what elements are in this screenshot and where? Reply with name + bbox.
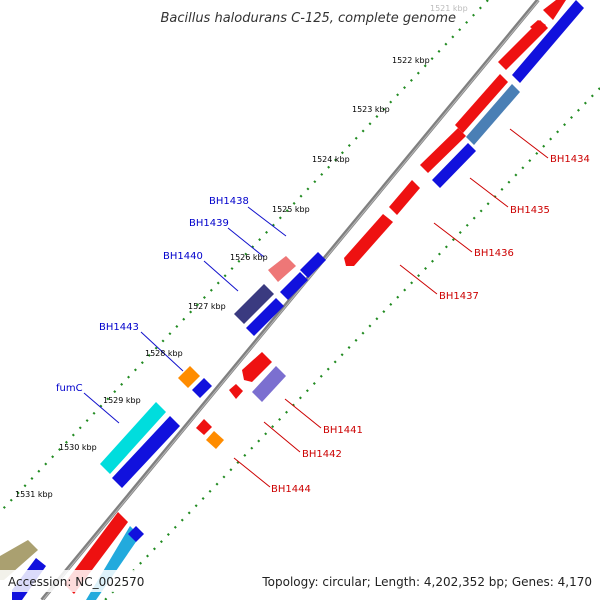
tick-label: 1525 kbp [272,205,310,214]
genome-backbone [40,0,540,600]
label-bh1435[interactable]: BH1435 [510,205,550,216]
leader-bh1444 [233,457,271,488]
label-bh1438[interactable]: BH1438 [209,196,249,207]
gene-bh1435-red [420,128,466,173]
leader-bh1441 [284,398,322,429]
tick-label: 1521 kbp [430,4,468,13]
label-bh1437[interactable]: BH1437 [439,291,479,302]
genome-title: Bacillus halodurans C-125, complete geno… [160,11,456,26]
label-bh1442[interactable]: BH1442 [302,449,342,460]
tick-label: 1527 kbp [188,302,226,311]
label-bh1434[interactable]: BH1434 [550,154,590,165]
leader-bh1438 [247,206,287,237]
leader-fumc [83,392,120,424]
gene-bottom-blue-small [128,526,144,542]
label-bh1441[interactable]: BH1441 [323,425,363,436]
label-bh1444[interactable]: BH1444 [271,484,311,495]
tick-label: 1528 kbp [145,349,183,358]
tick-label: 1522 kbp [392,56,430,65]
gene-bh1440[interactable] [234,284,274,324]
tick-label: 1526 kbp [230,253,268,262]
gene-bh1438[interactable] [268,256,296,282]
reverse-strand-genes [64,0,584,600]
forward-gene-labels: BH1438 BH1439 BH1440 BH1443 fumC [56,196,249,394]
genome-summary-text: Topology: circular; Length: 4,202,352 bp… [261,575,592,589]
gene-bh1441-lilac[interactable] [252,366,286,402]
tick-label: 1531 kbp [15,490,53,499]
gene-bh1439[interactable] [280,272,308,300]
label-fumc[interactable]: fumC [56,383,83,394]
leader-bh1442 [263,421,301,453]
gene-bh1436[interactable] [389,180,420,215]
leader-bh1435 [469,177,509,208]
tick-labels: 1521 kbp 1522 kbp 1523 kbp 1524 kbp 1525… [15,4,468,499]
gene-top-red-3 [498,20,548,70]
tick-label: 1523 kbp [352,105,390,114]
tick-label: 1530 kbp [59,443,97,452]
gene-bh1440-blue [246,298,284,336]
gene-bh1442-red-2 [196,419,212,435]
gene-bh1434[interactable] [466,84,520,145]
gene-top-red-1 [543,0,566,20]
backbone-highlight [42,0,540,600]
label-bh1439[interactable]: BH1439 [189,218,229,229]
gene-bh1437[interactable] [344,214,393,266]
leader-bh1437 [399,264,438,295]
gene-bh1441[interactable] [242,352,272,382]
label-bh1440[interactable]: BH1440 [163,251,203,262]
accession-text: Accession: NC_002570 [8,575,144,589]
gene-fumc[interactable] [100,402,166,474]
gene-bh1444[interactable] [206,431,224,449]
reverse-gene-labels: BH1434 BH1435 BH1436 BH1437 BH1441 BH144… [271,154,590,495]
gene-top-blue [512,0,584,83]
tick-label: 1529 kbp [103,396,141,405]
leader-bh1439 [227,227,265,258]
gene-bh1442[interactable] [229,384,243,399]
forward-leader-lines [83,206,287,424]
gene-bh1435[interactable] [432,143,476,188]
reverse-leader-lines [233,128,549,488]
inner-tick-track [104,87,600,600]
leader-bh1440 [203,260,239,292]
tick-label: 1524 kbp [312,155,350,164]
summary-footer-bg [256,570,600,592]
forward-strand-genes [0,252,326,600]
leader-bh1434 [509,128,549,159]
leader-bh1436 [433,222,473,253]
gene-fumc-blue [112,416,180,488]
gene-bh1434-red [455,74,508,133]
leader-bh1443 [140,331,184,372]
label-bh1436[interactable]: BH1436 [474,248,514,259]
accession-footer-bg [0,570,152,592]
gene-bh1443[interactable] [178,366,200,388]
gene-bh1443-blue [192,378,212,398]
label-bh1443[interactable]: BH1443 [99,322,139,333]
gene-bh1438-blue [300,252,326,278]
